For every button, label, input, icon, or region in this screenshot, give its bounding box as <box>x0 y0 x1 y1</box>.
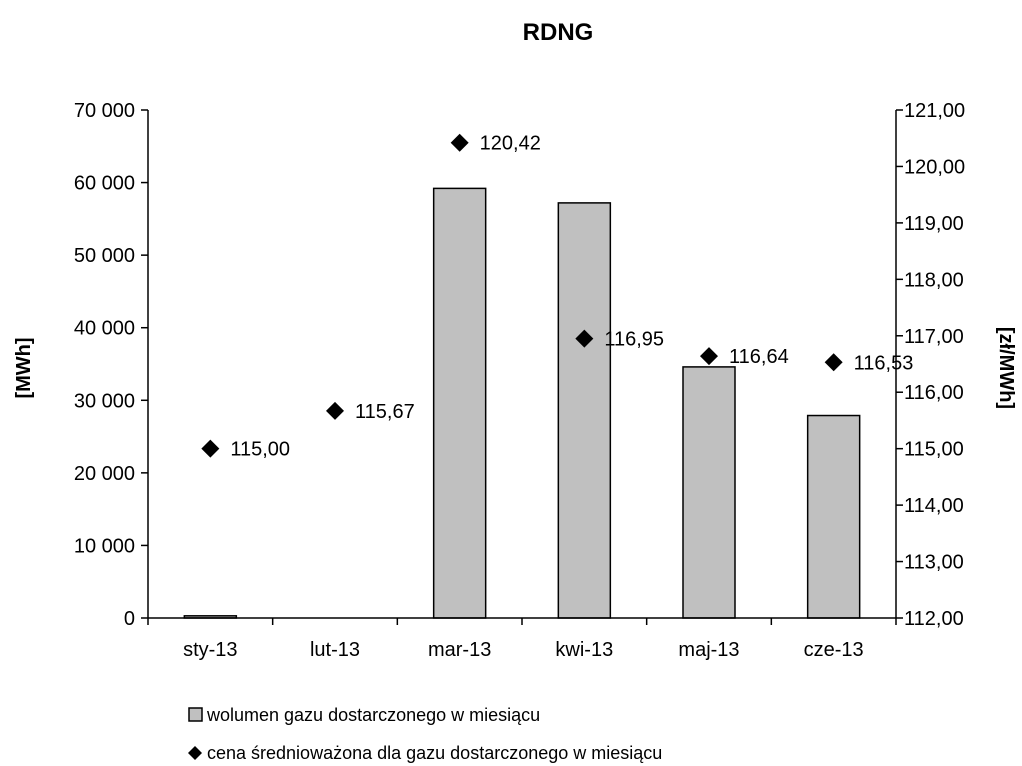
y-left-tick-label: 60 000 <box>74 173 135 195</box>
y-right-tick-label: 115,00 <box>904 439 964 461</box>
y-left-axis-title: [MWh] <box>13 337 35 398</box>
x-tick-label: lut-13 <box>310 639 360 661</box>
price-data-label: 115,00 <box>230 439 290 461</box>
y-left-tick-label: 30 000 <box>74 390 135 412</box>
y-right-tick-label: 114,00 <box>904 495 964 517</box>
x-tick-label: sty-13 <box>183 639 237 661</box>
y-right-tick-label: 113,00 <box>904 552 964 574</box>
y-right-axis-title: [zł/MWh] <box>995 327 1017 409</box>
plot-area: 0 10 000 20 000 30 000 40 000 50 000 60 000 70 … <box>74 100 965 661</box>
y-right-tick-label: 119,00 <box>904 213 964 235</box>
y-right-tick-label: 121,00 <box>904 100 965 122</box>
x-tick-label: maj-13 <box>678 639 739 661</box>
x-tick-label: cze-13 <box>804 639 864 661</box>
bar-cze-13 <box>806 414 861 619</box>
bar-maj-13 <box>682 366 736 619</box>
bar-mar-13 <box>432 187 487 619</box>
y-right-tick-label: 116,00 <box>904 382 964 404</box>
bar-kwi-13 <box>557 202 612 619</box>
price-marker-kwi-13 <box>575 329 594 348</box>
price-data-label: 120,42 <box>480 133 541 155</box>
x-tick-label: mar-13 <box>428 639 491 661</box>
price-marker-cze-13 <box>824 353 843 372</box>
y-left-tick-label: 70 000 <box>74 100 135 122</box>
legend: wolumen gazu dostarczonego w miesiącu ce… <box>188 705 662 763</box>
y-right-tick-label: 120,00 <box>904 156 965 178</box>
y-left-tick-label: 40 000 <box>74 318 135 340</box>
price-data-label: 116,95 <box>604 329 664 351</box>
legend-label-price: cena średnioważona dla gazu dostarczoneg… <box>207 743 662 763</box>
price-marker-mar-13 <box>450 133 469 152</box>
price-marker-lut-13 <box>326 401 344 420</box>
legend-swatch-volume <box>188 707 203 722</box>
y-right-tick-label: 112,00 <box>904 608 964 630</box>
price-data-label: 116,64 <box>729 346 789 368</box>
y-right-tick-label: 117,00 <box>904 326 964 348</box>
price-marker-maj-13 <box>700 347 718 366</box>
price-marker-sty-13 <box>201 439 220 458</box>
legend-label-volume: wolumen gazu dostarczonego w miesiącu <box>206 705 540 725</box>
legend-marker-price <box>188 746 202 760</box>
y-left-tick-label: 0 <box>124 608 135 630</box>
price-data-label: 115,67 <box>355 401 415 423</box>
price-data-label: 116,53 <box>854 352 914 374</box>
y-left-tick-label: 10 000 <box>74 535 135 557</box>
x-tick-label: kwi-13 <box>555 639 613 661</box>
y-left-tick-label: 20 000 <box>74 463 135 485</box>
y-right-tick-label: 118,00 <box>904 269 964 291</box>
y-left-tick-label: 50 000 <box>74 245 135 267</box>
chart-title: RDNG <box>523 19 594 46</box>
